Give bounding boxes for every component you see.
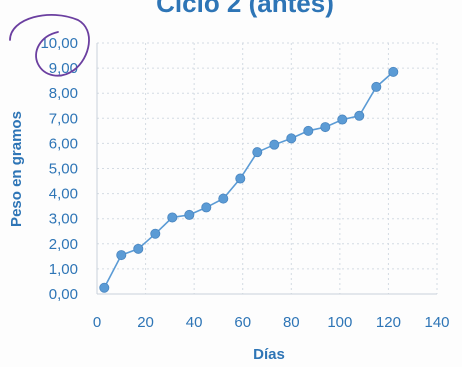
axes <box>96 43 437 295</box>
x-tick-label: 40 <box>186 314 203 331</box>
y-tick-label: 0,00 <box>49 286 78 303</box>
data-series <box>99 66 399 293</box>
data-point <box>218 193 229 204</box>
series-line <box>103 71 394 289</box>
x-tick-label: 80 <box>283 314 300 331</box>
data-point <box>116 250 127 261</box>
x-axis-title: Días <box>253 346 285 363</box>
data-point <box>388 66 399 77</box>
gridlines <box>97 42 438 294</box>
data-point <box>303 125 314 136</box>
y-tick-label: 2,00 <box>49 236 78 253</box>
data-point <box>337 114 348 125</box>
chart-title: Ciclo 2 (antes) <box>156 0 334 18</box>
data-point <box>150 228 161 239</box>
x-tick-label: 140 <box>424 314 449 331</box>
data-point <box>354 110 365 121</box>
data-point <box>167 212 178 223</box>
pen-annotation <box>9 13 90 77</box>
y-tick-label: 6,00 <box>49 135 78 152</box>
tick-labels: 0,001,002,003,004,005,006,007,008,009,00… <box>40 35 449 331</box>
y-tick-label: 1,00 <box>49 261 78 278</box>
data-point <box>133 243 144 254</box>
y-axis-title: Peso en gramos <box>8 111 25 227</box>
y-tick-label: 4,00 <box>49 186 78 203</box>
data-point <box>235 173 246 184</box>
x-tick-label: 20 <box>137 314 154 331</box>
y-tick-label: 5,00 <box>49 161 78 178</box>
y-tick-label: 8,00 <box>49 85 78 102</box>
x-tick-label: 60 <box>234 314 251 331</box>
data-point <box>184 209 195 220</box>
data-point <box>320 122 331 133</box>
data-point <box>371 81 382 92</box>
data-point <box>252 147 263 158</box>
x-tick-label: 0 <box>93 314 101 331</box>
x-tick-label: 120 <box>376 314 401 331</box>
data-point <box>286 133 297 144</box>
data-point <box>269 139 280 150</box>
y-tick-label: 10,00 <box>40 35 78 52</box>
y-tick-label: 7,00 <box>49 110 78 127</box>
y-tick-label: 3,00 <box>49 211 78 228</box>
x-tick-label: 100 <box>327 314 352 331</box>
data-point <box>99 282 110 293</box>
data-point <box>201 202 212 213</box>
